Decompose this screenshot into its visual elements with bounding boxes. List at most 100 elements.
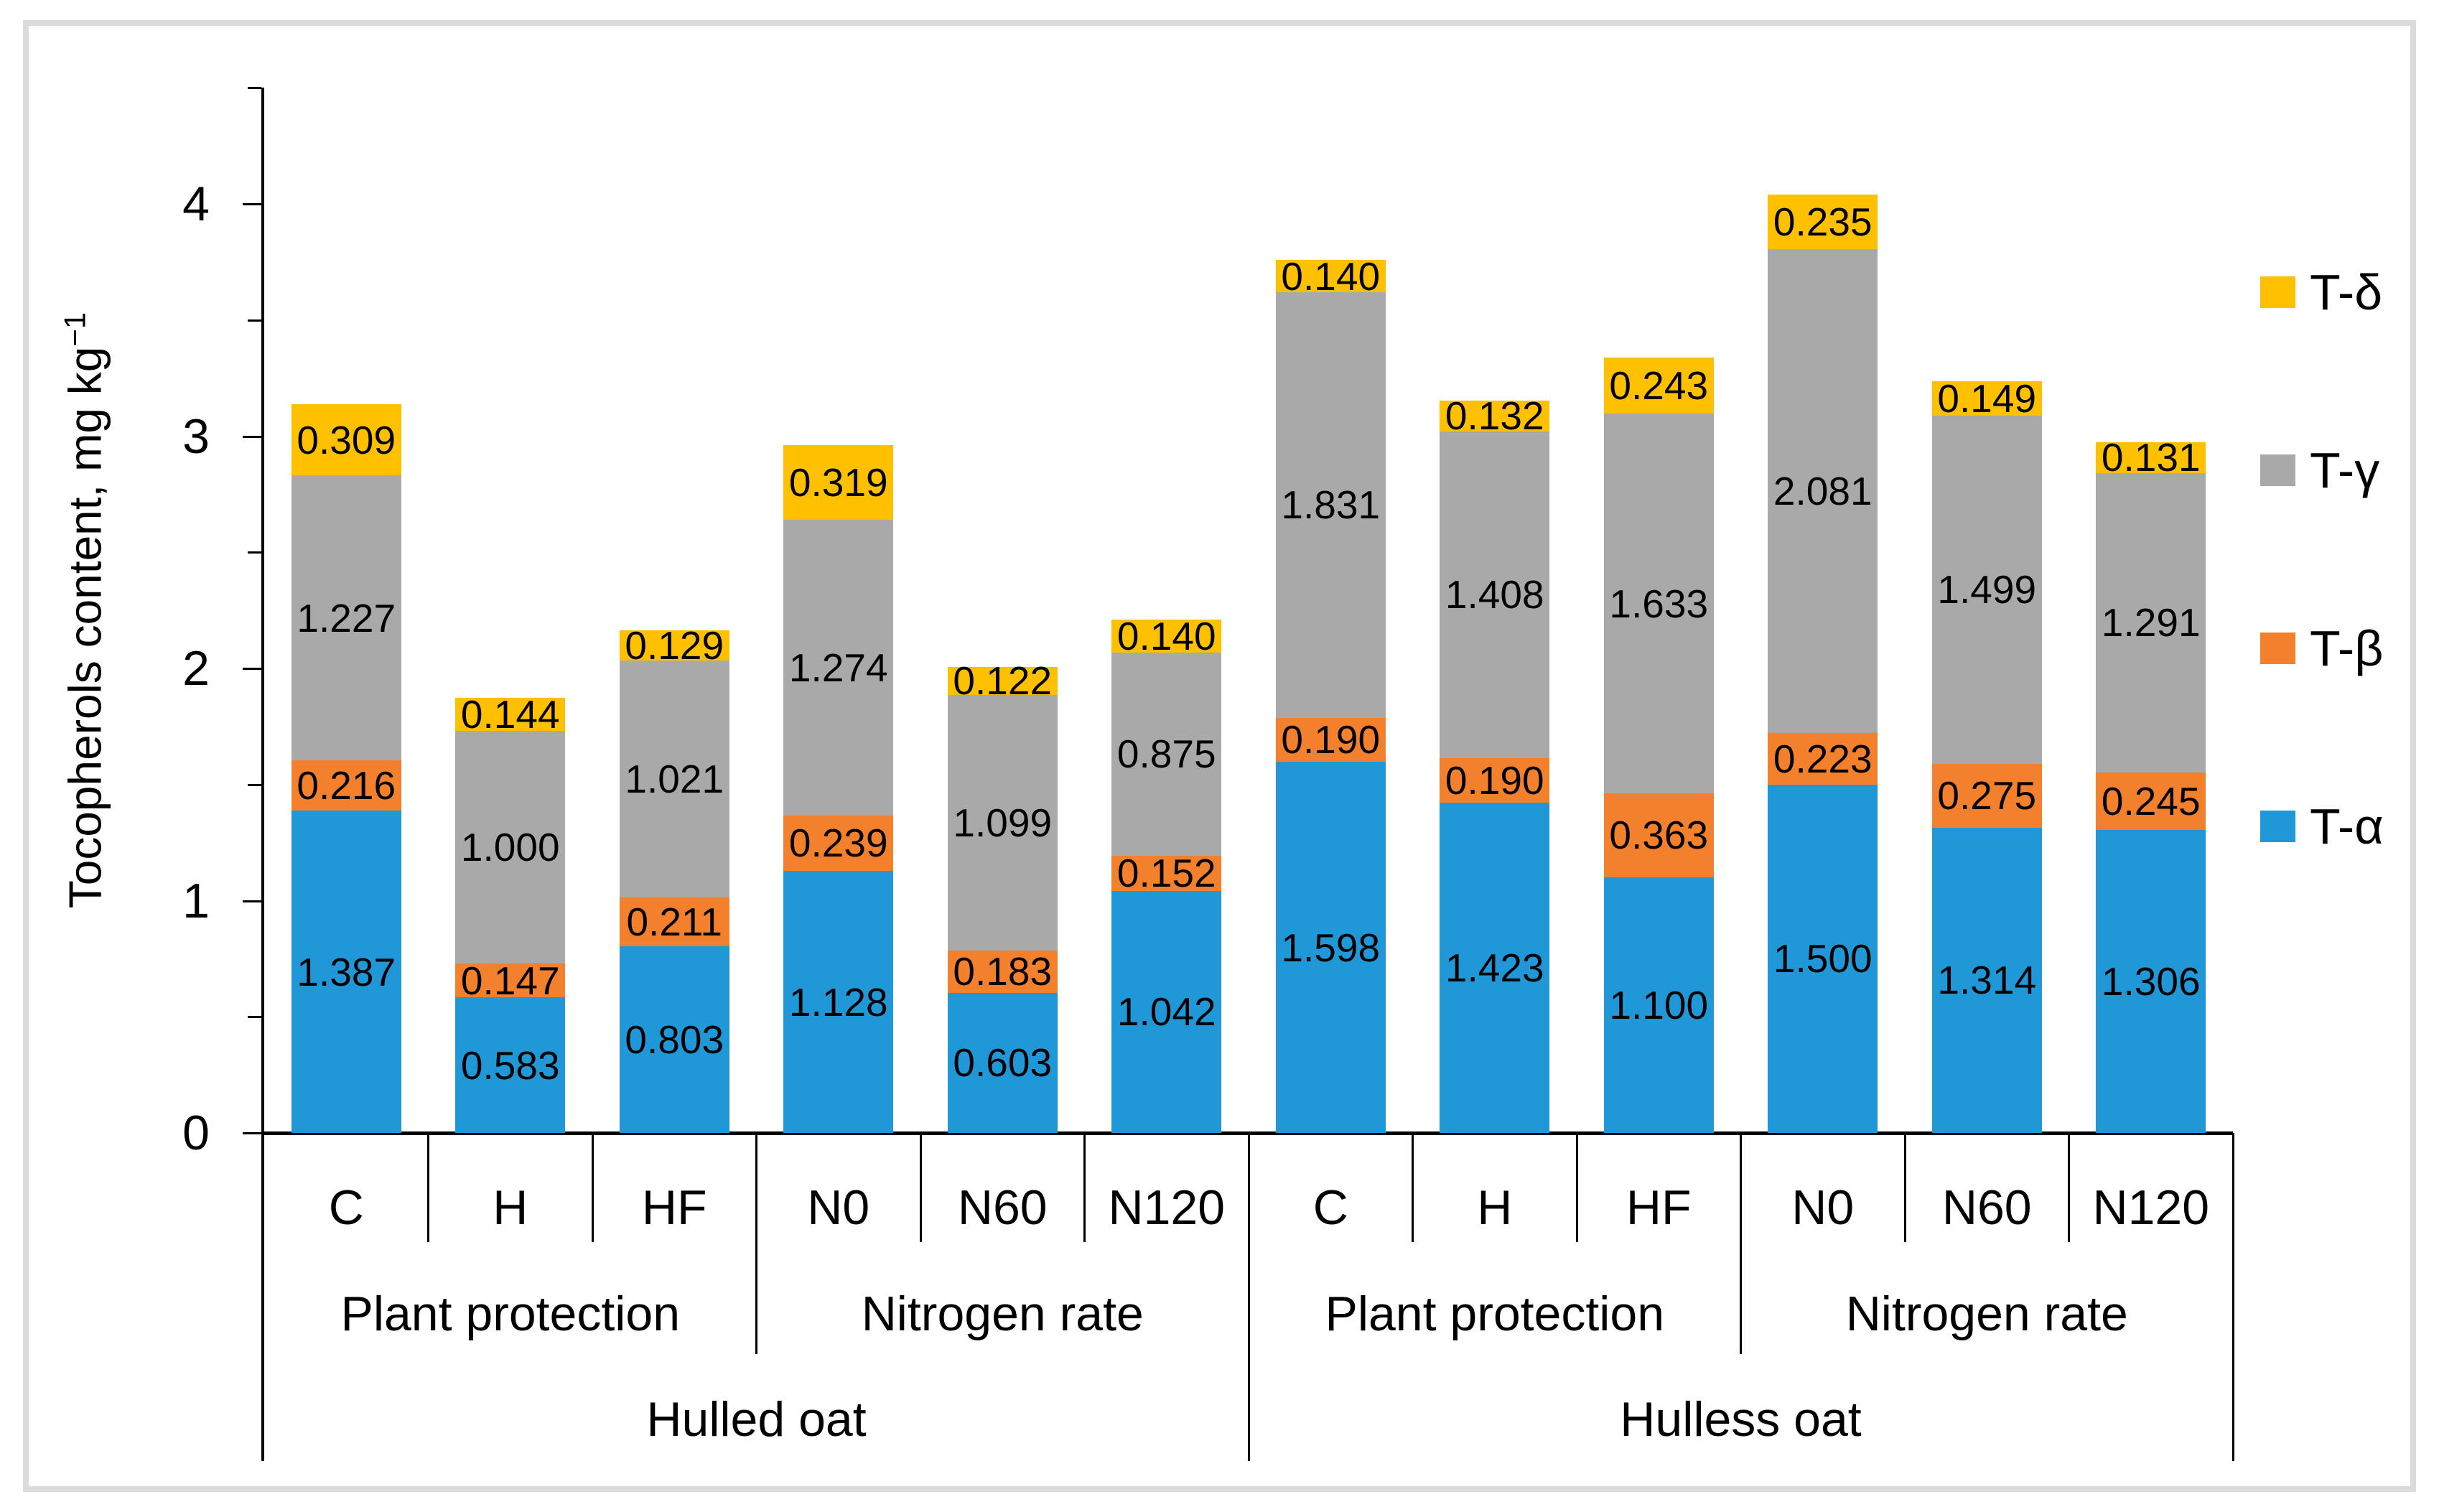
bar-segment-T-δ (619, 630, 729, 661)
y-axis-major-tick (243, 435, 261, 438)
bar-segment-T-δ (1768, 195, 1878, 250)
category-axis-separator (2068, 1133, 2070, 1242)
section-label: Nitrogen rate (861, 1287, 1144, 1341)
x-axis-line (261, 1131, 2233, 1135)
bar-segment-T-β (619, 897, 729, 947)
bar-segment-T-β (783, 815, 894, 872)
bar-segment-T-γ (783, 519, 894, 816)
section-label: Plant protection (1325, 1287, 1665, 1341)
bar-segment-label: 0.129 (625, 622, 724, 668)
bar-segment-label: 1.306 (2101, 958, 2201, 1004)
bar-segment-label: 0.140 (1281, 253, 1381, 299)
bar-segment-T-γ (1768, 249, 1878, 733)
bar-segment-T-δ (947, 666, 1058, 696)
bar-segment-label: 0.243 (1609, 363, 1709, 409)
bar-segment-T-δ (455, 697, 566, 732)
y-tick-label: 0 (182, 1106, 210, 1160)
bar-segment-T-α (291, 811, 401, 1133)
bar-segment-label: 0.147 (460, 958, 560, 1003)
bar-segment-label: 1.633 (1609, 581, 1709, 626)
y-axis-major-tick (243, 1132, 261, 1134)
bar-segment-T-γ (619, 660, 729, 897)
bar-segment-T-δ (1603, 357, 1714, 414)
legend-label: T-δ (2310, 264, 2383, 320)
y-axis-major-tick (243, 668, 261, 670)
bar-segment-T-γ (1603, 414, 1714, 793)
y-axis-minor-tick (248, 551, 261, 554)
bar-segment-label: 0.363 (1609, 813, 1709, 858)
bar-segment-label: 0.190 (1281, 717, 1381, 762)
legend-label: T-α (2310, 798, 2384, 854)
bar-segment-label: 0.131 (2101, 435, 2201, 480)
category-label: N0 (807, 1180, 870, 1235)
category-axis-separator (1412, 1133, 1414, 1242)
bar-segment-label: 0.235 (1773, 200, 1873, 245)
bar-segment-label: 0.132 (1445, 393, 1544, 439)
bar-segment-label: 1.042 (1116, 989, 1216, 1035)
category-label: H (1477, 1180, 1513, 1235)
y-axis-minor-tick (248, 319, 261, 322)
bar-segment-T-β (1440, 758, 1550, 803)
bar-segment-T-δ (1931, 381, 2042, 416)
bar-segment-T-β (2096, 773, 2206, 830)
bar-segment-label: 0.149 (1937, 375, 2037, 421)
category-axis-separator (755, 1133, 757, 1354)
group-label: Hulless oat (1620, 1392, 1862, 1447)
category-axis-separator (261, 1133, 264, 1461)
category-axis-separator (1247, 1133, 1250, 1461)
legend-label: T-γ (2310, 442, 2380, 498)
bar-segment-label: 1.274 (788, 645, 888, 690)
y-axis-title-superscript: −1 (57, 312, 92, 347)
bar-segment-T-δ (1275, 259, 1386, 293)
bar-segment-T-γ (2096, 472, 2206, 773)
bar-segment-T-β (455, 963, 566, 998)
bar-segment-label: 1.423 (1445, 945, 1544, 990)
bar-segment-T-δ (291, 403, 401, 476)
y-axis-title: Tocopherols content, mg kg−1 (57, 312, 111, 909)
y-tick-label: 2 (182, 641, 210, 696)
bar-segment-T-δ (1440, 401, 1550, 431)
bar-segment-T-α (619, 946, 729, 1133)
y-axis-major-tick (243, 203, 261, 205)
bar-segment-label: 0.603 (953, 1040, 1053, 1086)
y-axis-minor-tick (248, 783, 261, 786)
legend-swatch-T-α (2260, 811, 2295, 842)
category-label: N60 (1941, 1180, 2032, 1235)
bar-segment-T-β (1768, 732, 1878, 785)
bar-segment-T-α (2096, 829, 2206, 1133)
bar-segment-label: 0.583 (460, 1042, 560, 1088)
y-axis-major-tick (243, 900, 261, 902)
bar-segment-T-α (1275, 762, 1386, 1133)
y-axis-title-text: Tocopherols content, mg kg (59, 346, 111, 909)
bar-segment-label: 0.245 (2101, 778, 2201, 823)
category-label: HF (1626, 1180, 1692, 1235)
bar-segment-label: 0.223 (1773, 736, 1873, 781)
bar-segment-label: 1.227 (297, 595, 396, 640)
category-axis-separator (2232, 1133, 2234, 1461)
bar-segment-T-α (455, 997, 566, 1133)
bar-segment-T-β (1111, 855, 1222, 891)
bar-segment-label: 1.831 (1281, 482, 1381, 528)
bar-segment-T-α (1931, 827, 2042, 1133)
category-label: N120 (2092, 1180, 2210, 1235)
bar-segment-label: 1.000 (460, 825, 560, 870)
bar-segment-label: 0.152 (1116, 851, 1216, 896)
group-label: Hulled oat (646, 1392, 867, 1447)
bar-segment-T-α (947, 992, 1058, 1133)
bar-segment-T-β (1603, 793, 1714, 878)
bar-segment-label: 0.803 (625, 1017, 724, 1063)
category-label: HF (641, 1180, 707, 1235)
section-label: Nitrogen rate (1845, 1287, 2128, 1341)
bar-segment-label: 1.499 (1937, 567, 2037, 612)
bar-segment-label: 0.140 (1116, 614, 1216, 659)
y-tick-label: 3 (182, 409, 210, 464)
bar-segment-label: 0.183 (953, 949, 1053, 994)
bar-segment-label: 0.122 (953, 658, 1053, 704)
bar-segment-label: 0.211 (626, 900, 723, 945)
bar-segment-T-γ (947, 695, 1058, 951)
category-axis-separator (1575, 1133, 1578, 1242)
category-label: N0 (1791, 1180, 1855, 1235)
category-label: N120 (1108, 1180, 1226, 1235)
legend-label: T-β (2310, 620, 2384, 676)
